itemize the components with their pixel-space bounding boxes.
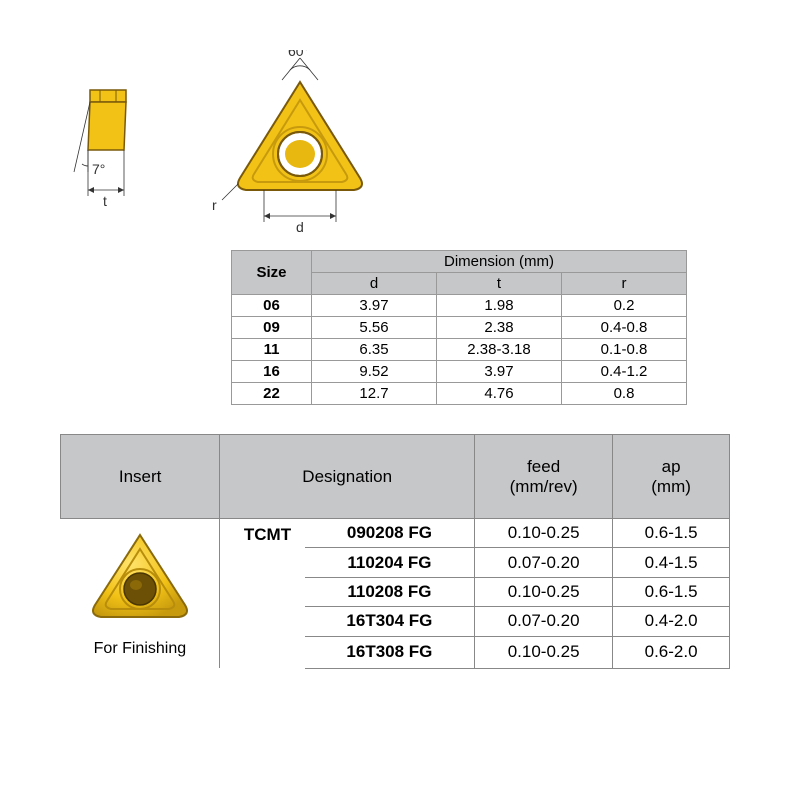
feed-value: 0.10-0.25: [475, 577, 613, 606]
designation-value: 090208 FG: [305, 519, 475, 548]
table-row: 22 12.7 4.76 0.8: [232, 383, 687, 405]
col-r-header: r: [562, 273, 687, 295]
dim-d-label: d: [296, 219, 304, 235]
feed-value: 0.07-0.20: [475, 607, 613, 636]
ap-value: 0.6-1.5: [613, 519, 730, 548]
dim-r-label: r: [212, 197, 217, 213]
designation-value: 110204 FG: [305, 548, 475, 577]
designation-value: 16T304 FG: [305, 607, 475, 636]
col-d-header: d: [312, 273, 437, 295]
designation-value: 16T308 FG: [305, 636, 475, 668]
feed-value: 0.10-0.25: [475, 519, 613, 548]
feed-value: 0.07-0.20: [475, 548, 613, 577]
designation-header: Designation: [220, 435, 475, 519]
size-dimension-table: Size Dimension (mm) d t r 06 3.97 1.98 0…: [231, 250, 687, 405]
feed-header: feed (mm/rev): [475, 435, 613, 519]
type-label: TCMT: [220, 519, 305, 669]
insert-header: Insert: [61, 435, 220, 519]
insert-triangle-icon: [85, 527, 195, 627]
feed-value: 0.10-0.25: [475, 636, 613, 668]
ap-value: 0.4-1.5: [613, 548, 730, 577]
col-t-header: t: [437, 273, 562, 295]
side-view-diagram: 7° t: [60, 80, 180, 230]
table-row: 09 5.56 2.38 0.4-0.8: [232, 317, 687, 339]
ap-value: 0.6-1.5: [613, 577, 730, 606]
ap-value: 0.6-2.0: [613, 636, 730, 668]
designation-value: 110208 FG: [305, 577, 475, 606]
insert-image-cell: [61, 519, 220, 637]
angle-7-label: 7°: [92, 161, 105, 177]
for-finishing-label: For Finishing: [61, 636, 220, 668]
top-view-diagram: 60° r d: [200, 50, 400, 240]
insert-designation-table: Insert Designation feed (mm/rev) ap (mm): [60, 434, 730, 669]
ap-header: ap (mm): [613, 435, 730, 519]
table-row: 11 6.35 2.38-3.18 0.1-0.8: [232, 339, 687, 361]
dimension-header: Dimension (mm): [312, 251, 687, 273]
size-header: Size: [232, 251, 312, 295]
size-table-body: 06 3.97 1.98 0.2 09 5.56 2.38 0.4-0.8 11…: [232, 295, 687, 405]
dim-t-label: t: [103, 193, 107, 209]
table-row: For Finishing 16T308 FG 0.10-0.25 0.6-2.…: [61, 636, 730, 668]
angle-60-label: 60°: [288, 50, 309, 59]
table-row: TCMT 090208 FG 0.10-0.25 0.6-1.5: [61, 519, 730, 548]
technical-diagram: 7° t 60° r d: [60, 40, 400, 240]
ap-value: 0.4-2.0: [613, 607, 730, 636]
table-row: 16 9.52 3.97 0.4-1.2: [232, 361, 687, 383]
table-row: 06 3.97 1.98 0.2: [232, 295, 687, 317]
